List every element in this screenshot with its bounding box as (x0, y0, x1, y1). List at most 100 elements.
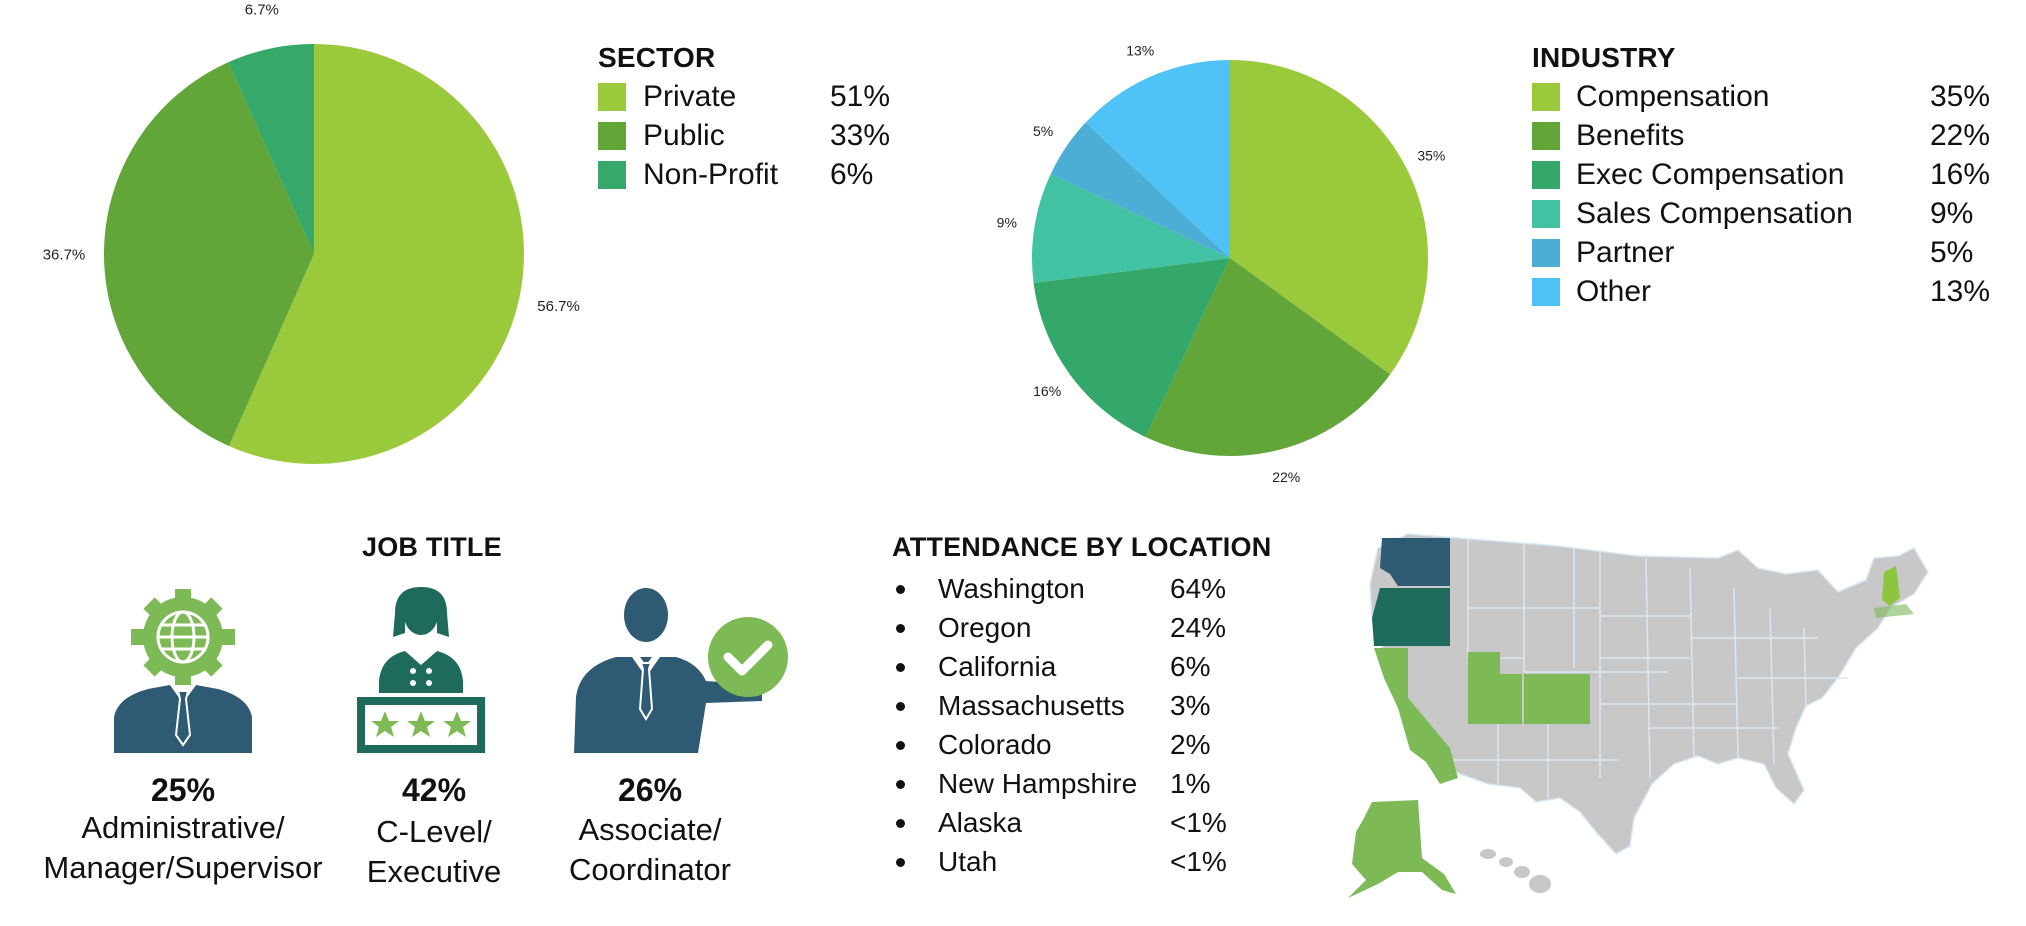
map-alaska (1348, 800, 1456, 898)
industry-legend-swatch (1532, 239, 1560, 267)
attendance-row-new-hampshire: New Hampshire 1% (892, 765, 1232, 803)
attendance-state: Oregon (938, 612, 1032, 643)
attendance-row-california: California 6% (892, 648, 1232, 686)
associate-check-icon (574, 588, 788, 753)
industry-slice-other (1085, 60, 1230, 258)
industry-legend-swatch (1532, 200, 1560, 228)
industry-slice-label-benefits: 22% (1272, 469, 1300, 485)
map-california (1374, 648, 1458, 784)
sector-legend-value: 33% (830, 119, 891, 152)
industry-legend-value: 5% (1930, 236, 1974, 269)
job-label-c-level-1: C-Level/ (376, 814, 492, 849)
industry-slice-compensation (1230, 60, 1428, 375)
sector-legend-swatch (598, 122, 626, 150)
industry-legend-title: INDUSTRY (1532, 42, 1676, 73)
industry-slice-label-partner: 5% (1033, 123, 1053, 139)
attendance-state: Washington (938, 573, 1085, 604)
sector-legend-label: Public (643, 119, 725, 152)
sector-legend-swatch (598, 83, 626, 111)
sector-legend-item-private: Private 51% (598, 80, 910, 114)
industry-legend-value: 35% (1930, 80, 1991, 113)
attendance-state: Alaska (938, 807, 1023, 838)
sector-slice-label-private: 56.7% (537, 298, 580, 315)
bullet-icon (896, 780, 905, 789)
attendance-row-colorado: Colorado 2% (892, 726, 1232, 764)
attendance-value: 24% (1170, 612, 1227, 643)
attendance-row-washington: Washington 64% (892, 570, 1232, 608)
attendance-state: New Hampshire (938, 768, 1138, 799)
industry-slice-label-sales-compensation: 9% (997, 215, 1017, 231)
industry-legend-swatch (1532, 122, 1560, 150)
map-colorado (1524, 674, 1590, 724)
map-utah (1468, 652, 1522, 724)
industry-legend-value: 22% (1930, 119, 1991, 152)
bullet-icon (896, 741, 905, 750)
attendance-row-massachusetts: Massachusetts 3% (892, 687, 1232, 725)
industry-slice-exec-compensation (1033, 258, 1230, 438)
industry-legend-swatch (1532, 161, 1560, 189)
map-new-hampshire (1882, 566, 1900, 606)
sector-legend-item-non-profit: Non-Profit 6% (598, 158, 910, 192)
industry-slice-sales-compensation (1032, 173, 1230, 283)
industry-slice-label-compensation: 35% (1417, 147, 1445, 163)
sector-slice-public (104, 62, 314, 446)
sector-slice-private (228, 44, 524, 464)
attendance-value: <1% (1170, 807, 1227, 838)
map-washington (1380, 538, 1450, 586)
industry-slice-benefits (1145, 258, 1391, 456)
attendance-state: Colorado (938, 729, 1052, 760)
industry-legend-value: 16% (1930, 158, 1991, 191)
industry-legend-swatch (1532, 278, 1560, 306)
attendance-row-utah: Utah <1% (892, 843, 1232, 881)
sector-slice-label-non-profit: 6.7% (245, 2, 279, 19)
job-label-c-level-2: Executive (366, 854, 502, 889)
attendance-value: 6% (1170, 651, 1211, 682)
industry-slice-label-other: 13% (1126, 43, 1154, 59)
industry-legend-item-exec-compensation: Exec Compensation 16% (1532, 158, 2010, 192)
sector-legend-label: Non-Profit (643, 158, 779, 191)
industry-legend-swatch (1532, 83, 1560, 111)
bullet-icon (896, 624, 905, 633)
job-label-associate-2: Coordinator (569, 852, 731, 887)
executive-rating-icon (357, 587, 485, 753)
attendance-value: <1% (1170, 846, 1227, 877)
industry-legend-item-partner: Partner 5% (1532, 236, 2010, 270)
industry-pie-chart: 35% 22% 16% 9% 5% 13% (997, 43, 1446, 485)
us-attendance-map (1348, 533, 1929, 898)
attendance-value: 64% (1170, 573, 1227, 604)
industry-legend-item-other: Other 13% (1532, 275, 2010, 309)
map-massachusetts (1874, 604, 1914, 618)
job-pct-associate: 26% (617, 772, 683, 808)
map-oregon (1372, 588, 1450, 646)
industry-legend-value: 13% (1930, 275, 1991, 308)
attendance-value: 2% (1170, 729, 1211, 760)
attendance-title: ATTENDANCE BY LOCATION (892, 532, 1272, 562)
bullet-icon (896, 585, 905, 594)
sector-legend-label: Private (643, 80, 737, 113)
industry-slice-label-exec-compensation: 16% (1033, 383, 1061, 399)
sector-slice-label-public: 36.7% (43, 246, 86, 263)
industry-legend-label: Other (1576, 275, 1652, 308)
industry-legend-label: Partner (1576, 236, 1675, 269)
industry-slice-partner (1050, 122, 1230, 258)
job-label-associate-1: Associate/ (578, 812, 722, 847)
attendance-state: Utah (938, 846, 998, 877)
industry-legend-label: Compensation (1576, 80, 1770, 113)
industry-legend-item-sales-compensation: Sales Compensation 9% (1532, 197, 2010, 231)
industry-legend-label: Sales Compensation (1576, 197, 1853, 230)
industry-legend-label: Exec Compensation (1576, 158, 1845, 191)
sector-legend-value: 6% (830, 158, 874, 191)
attendance-row-oregon: Oregon 24% (892, 609, 1232, 647)
sector-legend-title: SECTOR (598, 42, 716, 73)
sector-legend-value: 51% (830, 80, 891, 113)
job-title-heading: JOB TITLE (362, 532, 502, 562)
sector-slice-non-profit (228, 44, 314, 254)
sector-legend-item-public: Public 33% (598, 119, 910, 153)
industry-legend-label: Benefits (1576, 119, 1685, 152)
map-hawaii (1480, 849, 1551, 893)
sector-legend-swatch (598, 161, 626, 189)
job-pct-c-level: 42% (401, 772, 467, 808)
attendance-row-alaska: Alaska <1% (892, 804, 1232, 842)
bullet-icon (896, 819, 905, 828)
industry-legend-value: 9% (1930, 197, 1974, 230)
